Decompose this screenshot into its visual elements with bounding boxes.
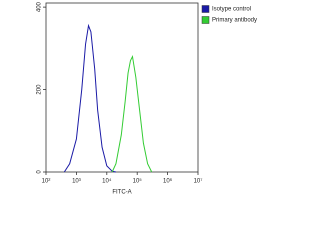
chart: FITC-A 0 200 400 10² 10³ 10⁴ 10⁵ 10⁶ 10⁷ Isotype …: [37, 1, 257, 196]
y-tick-label: 400: [37, 1, 43, 12]
x-tick-label: 10⁴: [102, 178, 112, 185]
legend-swatch: [201, 16, 210, 24]
x-axis-label: FITC-A: [112, 190, 131, 196]
x-tick-label: 10²: [42, 179, 51, 185]
legend-swatch: [201, 5, 210, 13]
legend-label: Primary antibody: [212, 18, 257, 24]
y-tick-label: 0: [37, 170, 43, 174]
x-tick-label: 10⁶: [163, 178, 173, 185]
plot-frame: [45, 2, 199, 173]
x-tick-label: 10⁵: [133, 178, 143, 185]
series-line: [111, 54, 153, 173]
x-tick-label: 10⁷: [194, 178, 203, 185]
y-tick-label: 200: [37, 84, 43, 95]
legend-label: Isotype control: [212, 7, 251, 13]
series-line: [63, 23, 117, 173]
x-tick-label: 10³: [72, 179, 81, 185]
